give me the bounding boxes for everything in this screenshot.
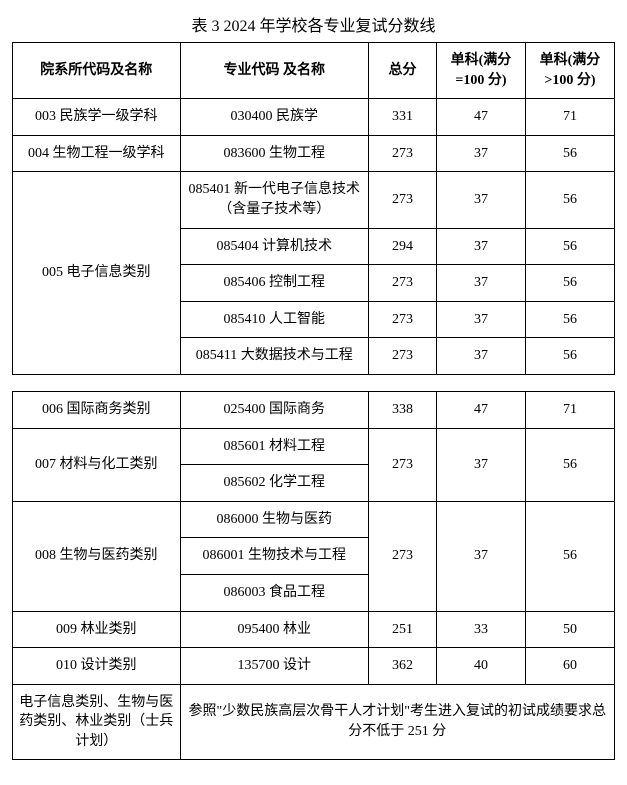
header-sub100: 单科(满分=100 分)	[436, 43, 525, 99]
s2-cell: 71	[525, 391, 614, 428]
s2-cell: 50	[525, 611, 614, 648]
score-table: 院系所代码及名称 专业代码 及名称 总分 单科(满分=100 分) 单科(满分>…	[12, 42, 615, 760]
major-cell: 085410 人工智能	[180, 301, 368, 338]
major-cell: 085401 新一代电子信息技术（含量子技术等）	[180, 172, 368, 228]
dept-cell: 007 材料与化工类别	[13, 428, 181, 501]
s2-cell: 56	[525, 501, 614, 611]
s1-cell: 37	[436, 301, 525, 338]
s1-cell: 40	[436, 648, 525, 685]
s2-cell: 56	[525, 265, 614, 302]
total-cell: 273	[368, 501, 436, 611]
dept-cell: 004 生物工程一级学科	[13, 135, 181, 172]
major-cell: 086003 食品工程	[180, 574, 368, 611]
total-cell: 273	[368, 428, 436, 501]
total-cell: 273	[368, 301, 436, 338]
total-cell: 362	[368, 648, 436, 685]
dept-cell: 005 电子信息类别	[13, 172, 181, 375]
header-major: 专业代码 及名称	[180, 43, 368, 99]
s2-cell: 56	[525, 338, 614, 375]
total-cell: 273	[368, 135, 436, 172]
major-cell: 083600 生物工程	[180, 135, 368, 172]
dept-cell: 010 设计类别	[13, 648, 181, 685]
s2-cell: 56	[525, 428, 614, 501]
s1-cell: 47	[436, 391, 525, 428]
s2-cell: 56	[525, 301, 614, 338]
spacer	[13, 374, 615, 391]
major-cell: 085411 大数据技术与工程	[180, 338, 368, 375]
major-cell: 095400 林业	[180, 611, 368, 648]
header-dept: 院系所代码及名称	[13, 43, 181, 99]
total-cell: 338	[368, 391, 436, 428]
footer-right: 参照"少数民族高层次骨干人才计划"考生进入复试的初试成绩要求总分不低于 251 …	[180, 684, 615, 760]
footer-left: 电子信息类别、生物与医药类别、林业类别（士兵计划）	[13, 684, 181, 760]
major-cell: 135700 设计	[180, 648, 368, 685]
s1-cell: 37	[436, 228, 525, 265]
s1-cell: 37	[436, 428, 525, 501]
total-cell: 273	[368, 338, 436, 375]
major-cell: 085602 化学工程	[180, 465, 368, 502]
total-cell: 251	[368, 611, 436, 648]
header-total: 总分	[368, 43, 436, 99]
major-cell: 086000 生物与医药	[180, 501, 368, 538]
header-subgt100: 单科(满分>100 分)	[525, 43, 614, 99]
s2-cell: 60	[525, 648, 614, 685]
major-cell: 085601 材料工程	[180, 428, 368, 465]
major-cell: 086001 生物技术与工程	[180, 538, 368, 575]
s2-cell: 71	[525, 99, 614, 136]
s2-cell: 56	[525, 172, 614, 228]
dept-cell: 006 国际商务类别	[13, 391, 181, 428]
major-cell: 085404 计算机技术	[180, 228, 368, 265]
s1-cell: 47	[436, 99, 525, 136]
major-cell: 085406 控制工程	[180, 265, 368, 302]
total-cell: 294	[368, 228, 436, 265]
total-cell: 273	[368, 265, 436, 302]
s1-cell: 37	[436, 338, 525, 375]
s1-cell: 33	[436, 611, 525, 648]
major-cell: 030400 民族学	[180, 99, 368, 136]
dept-cell: 009 林业类别	[13, 611, 181, 648]
s2-cell: 56	[525, 135, 614, 172]
s1-cell: 37	[436, 265, 525, 302]
s1-cell: 37	[436, 501, 525, 611]
table-title: 表 3 2024 年学校各专业复试分数线	[12, 12, 615, 36]
total-cell: 273	[368, 172, 436, 228]
dept-cell: 003 民族学一级学科	[13, 99, 181, 136]
total-cell: 331	[368, 99, 436, 136]
s2-cell: 56	[525, 228, 614, 265]
major-cell: 025400 国际商务	[180, 391, 368, 428]
dept-cell: 008 生物与医药类别	[13, 501, 181, 611]
s1-cell: 37	[436, 135, 525, 172]
s1-cell: 37	[436, 172, 525, 228]
